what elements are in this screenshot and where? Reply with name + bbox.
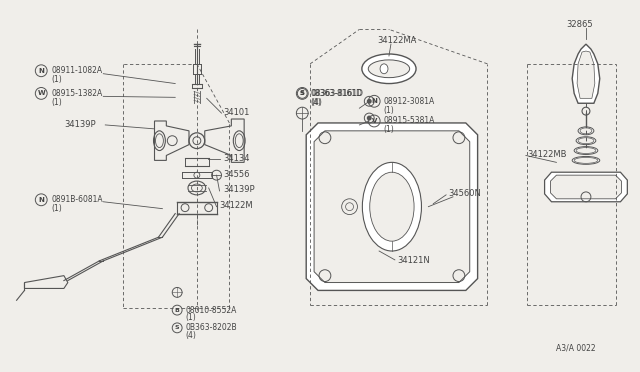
Text: S: S xyxy=(175,326,179,330)
Text: 34556: 34556 xyxy=(223,170,250,179)
Text: (1): (1) xyxy=(383,106,394,115)
Text: 08363-8161D: 08363-8161D xyxy=(311,89,363,98)
Ellipse shape xyxy=(572,157,600,164)
Text: (1): (1) xyxy=(185,314,196,323)
Polygon shape xyxy=(550,175,621,199)
Text: S: S xyxy=(300,90,305,96)
Text: 08911-1082A: 08911-1082A xyxy=(51,66,102,75)
Text: 34122MA: 34122MA xyxy=(377,36,417,45)
Text: (4): (4) xyxy=(310,98,321,107)
Text: B: B xyxy=(175,308,180,312)
Text: A3/A 0022: A3/A 0022 xyxy=(556,343,596,352)
Ellipse shape xyxy=(362,162,422,251)
Text: (1): (1) xyxy=(383,125,394,134)
Text: N: N xyxy=(38,68,44,74)
Text: 34139P: 34139P xyxy=(223,185,255,195)
Ellipse shape xyxy=(370,172,414,241)
Text: 0B363-8202B: 0B363-8202B xyxy=(185,323,237,332)
Text: (1): (1) xyxy=(51,204,62,213)
Text: (1): (1) xyxy=(51,75,62,84)
Text: 08010-8552A: 08010-8552A xyxy=(185,306,236,315)
Text: 34122M: 34122M xyxy=(220,201,253,210)
Text: 34134: 34134 xyxy=(223,154,250,163)
Polygon shape xyxy=(572,44,600,103)
Ellipse shape xyxy=(578,127,594,135)
Text: 08915-1382A: 08915-1382A xyxy=(51,89,102,98)
Polygon shape xyxy=(545,172,627,202)
Text: (4): (4) xyxy=(185,331,196,340)
Ellipse shape xyxy=(380,64,388,74)
Circle shape xyxy=(367,116,372,121)
Polygon shape xyxy=(314,131,470,283)
Ellipse shape xyxy=(368,60,410,78)
Text: 32865: 32865 xyxy=(566,20,593,29)
Text: N: N xyxy=(38,197,44,203)
Text: 34139P: 34139P xyxy=(64,121,95,129)
Ellipse shape xyxy=(578,138,594,144)
Ellipse shape xyxy=(574,147,598,154)
Circle shape xyxy=(367,99,372,104)
Text: 34101: 34101 xyxy=(223,108,250,116)
Ellipse shape xyxy=(362,54,416,84)
Text: 34122MB: 34122MB xyxy=(527,150,566,159)
Text: 34560N: 34560N xyxy=(448,189,481,198)
Text: (1): (1) xyxy=(51,98,62,107)
Polygon shape xyxy=(577,51,595,98)
Ellipse shape xyxy=(576,137,596,145)
Text: 08363-8161D: 08363-8161D xyxy=(310,89,362,98)
Text: N: N xyxy=(371,98,377,104)
Ellipse shape xyxy=(574,157,598,163)
Text: 08912-3081A: 08912-3081A xyxy=(383,97,435,106)
Ellipse shape xyxy=(580,128,592,134)
Text: (4): (4) xyxy=(311,98,322,107)
Text: S: S xyxy=(300,91,305,96)
Text: 0891B-6081A: 0891B-6081A xyxy=(51,195,102,204)
Ellipse shape xyxy=(576,148,596,154)
Text: V: V xyxy=(371,118,377,124)
Polygon shape xyxy=(306,123,477,291)
Text: W: W xyxy=(37,90,45,96)
Text: 08915-5381A: 08915-5381A xyxy=(383,116,435,125)
Text: 34121N: 34121N xyxy=(397,256,429,265)
